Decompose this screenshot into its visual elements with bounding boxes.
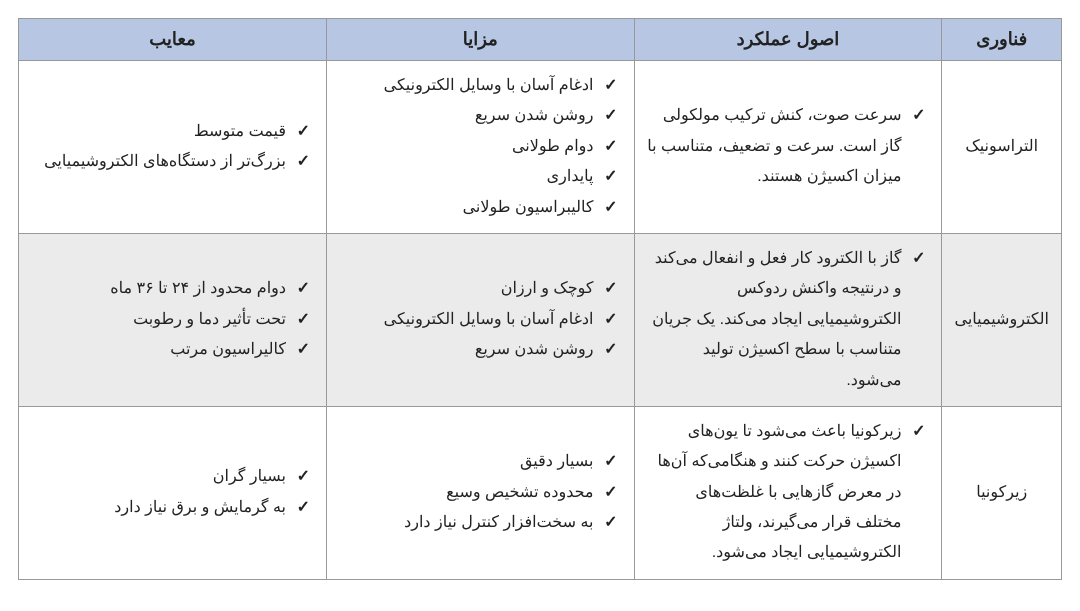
advantages-cell: ادغام آسان با وسایل الکترونیکیروشن شدن س… [327,61,635,234]
col-header-disadvantages: معایب [19,19,327,61]
list-item: کالیبراسیون طولانی [339,193,618,223]
list-item: بزرگ‌تر از دستگاه‌های الکتروشیمیایی [31,147,310,177]
principles-list: زیرکونیا باعث می‌شود تا یون‌های اکسیژن ح… [647,417,930,569]
list-item: دوام طولانی [339,132,618,162]
table-body: التراسونیکسرعت صوت، کنش ترکیب مولکولی گا… [19,61,1062,580]
list-item: ادغام آسان با وسایل الکترونیکی [339,305,618,335]
list-item: بسیار دقیق [339,447,618,477]
principles-list: سرعت صوت، کنش ترکیب مولکولی گاز است. سرع… [647,101,930,192]
table-row: التراسونیکسرعت صوت، کنش ترکیب مولکولی گا… [19,61,1062,234]
list-item: تحت تأثیر دما و رطوبت [31,305,310,335]
list-item: گاز با الکترود کار فعل و انفعال می‌کند و… [647,244,926,396]
disadvantages-list: قیمت متوسطبزرگ‌تر از دستگاه‌های الکتروشی… [31,117,314,178]
principles-cell: سرعت صوت، کنش ترکیب مولکولی گاز است. سرع… [634,61,942,234]
list-item: به گرمایش و برق نیاز دارد [31,493,310,523]
table-row: الکتروشیمیاییگاز با الکترود کار فعل و ان… [19,233,1062,406]
list-item: بسیار گران [31,462,310,492]
list-item: به سخت‌افزار کنترل نیاز دارد [339,508,618,538]
technology-comparison-table: فناوری اصول عملکرد مزایا معایب التراسونی… [18,18,1062,580]
principles-cell: گاز با الکترود کار فعل و انفعال می‌کند و… [634,233,942,406]
col-header-technology: فناوری [942,19,1062,61]
advantages-list: ادغام آسان با وسایل الکترونیکیروشن شدن س… [339,71,622,223]
technology-cell: الکتروشیمیایی [942,233,1062,406]
list-item: کالیراسیون مرتب [31,335,310,365]
list-item: پایداری [339,162,618,192]
col-header-principles: اصول عملکرد [634,19,942,61]
list-item: روشن شدن سریع [339,101,618,131]
technology-cell: زیرکونیا [942,406,1062,579]
list-item: کوچک و ارزان [339,274,618,304]
principles-list: گاز با الکترود کار فعل و انفعال می‌کند و… [647,244,930,396]
technology-comparison-table-container: فناوری اصول عملکرد مزایا معایب التراسونی… [0,0,1080,604]
list-item: زیرکونیا باعث می‌شود تا یون‌های اکسیژن ح… [647,417,926,569]
table-header: فناوری اصول عملکرد مزایا معایب [19,19,1062,61]
disadvantages-cell: بسیار گرانبه گرمایش و برق نیاز دارد [19,406,327,579]
list-item: سرعت صوت، کنش ترکیب مولکولی گاز است. سرع… [647,101,926,192]
technology-cell: التراسونیک [942,61,1062,234]
list-item: ادغام آسان با وسایل الکترونیکی [339,71,618,101]
list-item: محدوده تشخیص وسیع [339,478,618,508]
disadvantages-list: دوام محدود از ۲۴ تا ۳۶ ماهتحت تأثیر دما … [31,274,314,365]
advantages-list: بسیار دقیقمحدوده تشخیص وسیعبه سخت‌افزار … [339,447,622,538]
list-item: دوام محدود از ۲۴ تا ۳۶ ماه [31,274,310,304]
principles-cell: زیرکونیا باعث می‌شود تا یون‌های اکسیژن ح… [634,406,942,579]
list-item: قیمت متوسط [31,117,310,147]
list-item: روشن شدن سریع [339,335,618,365]
disadvantages-cell: قیمت متوسطبزرگ‌تر از دستگاه‌های الکتروشی… [19,61,327,234]
advantages-cell: کوچک و ارزانادغام آسان با وسایل الکترونی… [327,233,635,406]
disadvantages-list: بسیار گرانبه گرمایش و برق نیاز دارد [31,462,314,523]
col-header-advantages: مزایا [327,19,635,61]
table-row: زیرکونیازیرکونیا باعث می‌شود تا یون‌های … [19,406,1062,579]
advantages-list: کوچک و ارزانادغام آسان با وسایل الکترونی… [339,274,622,365]
disadvantages-cell: دوام محدود از ۲۴ تا ۳۶ ماهتحت تأثیر دما … [19,233,327,406]
advantages-cell: بسیار دقیقمحدوده تشخیص وسیعبه سخت‌افزار … [327,406,635,579]
